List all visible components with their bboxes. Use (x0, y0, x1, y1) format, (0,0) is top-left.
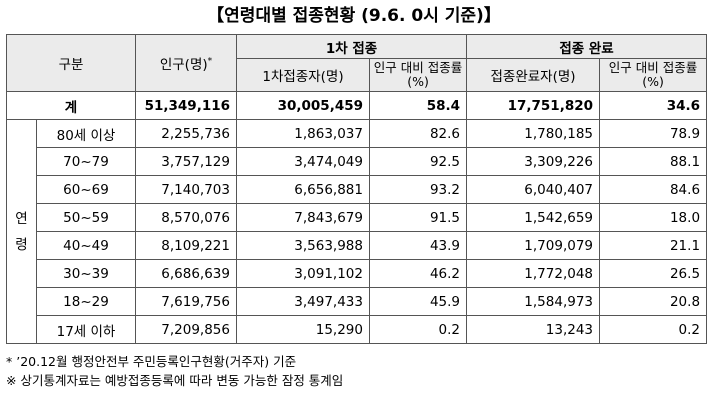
population-cell: 7,209,856 (135, 315, 237, 344)
population-cell: 6,686,639 (135, 259, 237, 288)
age-cell: 17세 이하 (36, 315, 136, 344)
complete-people-cell: 3,309,226 (466, 147, 601, 176)
population-cell: 2,255,736 (135, 119, 237, 148)
table-row: 18~29 7,619,756 3,497,433 45.9 1,584,973… (7, 287, 708, 316)
header-population: 인구(명)* (135, 34, 237, 92)
first-people-cell: 1,863,037 (236, 119, 370, 148)
age-group-label-2: 령 (15, 236, 28, 253)
footnotes: * ’20.12월 행정안전부 주민등록인구현황(거주자) 기준 ※ 상기통계자… (6, 352, 343, 390)
total-population: 51,349,116 (135, 91, 237, 120)
first-people-cell: 3,497,433 (236, 287, 370, 316)
table-row: 40~49 8,109,221 3,563,988 43.9 1,709,079… (7, 231, 708, 260)
table-row: 70~79 3,757,129 3,474,049 92.5 3,309,226… (7, 147, 708, 176)
header-first-dose-people: 1차접종자(명) (236, 58, 370, 92)
age-group-label-1: 연 (15, 210, 28, 227)
total-complete-rate: 34.6 (599, 91, 708, 120)
complete-people-cell: 1,772,048 (466, 259, 601, 288)
first-people-cell: 3,563,988 (236, 231, 370, 260)
header-complete-rate: 인구 대비 접종률(%) (599, 58, 708, 92)
population-cell: 3,757,129 (135, 147, 237, 176)
table-row: 50~59 8,570,076 7,843,679 91.5 1,542,659… (7, 203, 708, 232)
header-population-label: 인구(명) (159, 57, 208, 73)
complete-people-cell: 1,780,185 (466, 119, 601, 148)
first-people-cell: 7,843,679 (236, 203, 370, 232)
age-cell: 60~69 (36, 175, 136, 204)
first-rate-cell: 45.9 (368, 287, 468, 316)
header-category: 구분 (6, 34, 136, 92)
first-people-cell: 3,474,049 (236, 147, 370, 176)
complete-rate-cell: 0.2 (599, 315, 708, 344)
complete-rate-cell: 20.8 (599, 287, 708, 316)
complete-rate-cell: 21.1 (599, 231, 708, 260)
complete-people-cell: 1,584,973 (466, 287, 601, 316)
complete-people-cell: 6,040,407 (466, 175, 601, 204)
header-row-sub: 1차접종자(명) 인구 대비 접종률(%) 접종완료자(명) 인구 대비 접종률… (7, 58, 708, 92)
first-rate-cell: 91.5 (368, 203, 468, 232)
header-row-top: 구분 인구(명)* 1차 접종 접종 완료 (6, 34, 708, 92)
population-cell: 8,570,076 (135, 203, 237, 232)
age-cell: 70~79 (36, 147, 136, 176)
header-complete-people: 접종완료자(명) (466, 58, 601, 92)
population-cell: 7,619,756 (135, 287, 237, 316)
table-row: 17세 이하 7,209,856 15,290 0.2 13,243 0.2 (7, 315, 708, 344)
age-cell: 50~59 (36, 203, 136, 232)
complete-people-cell: 1,709,079 (466, 231, 601, 260)
total-row: 계 51,349,116 30,005,459 58.4 17,751,820 … (6, 91, 708, 120)
table-row: 60~69 7,140,703 6,656,881 93.2 6,040,407… (7, 175, 708, 204)
first-people-cell: 6,656,881 (236, 175, 370, 204)
first-people-cell: 3,091,102 (236, 259, 370, 288)
first-rate-cell: 43.9 (368, 231, 468, 260)
total-label: 계 (6, 91, 136, 120)
total-first-people: 30,005,459 (236, 91, 370, 120)
complete-rate-cell: 88.1 (599, 147, 708, 176)
population-footnote-mark: * (207, 56, 213, 67)
first-rate-cell: 82.6 (368, 119, 468, 148)
age-cell: 30~39 (36, 259, 136, 288)
first-rate-cell: 46.2 (368, 259, 468, 288)
first-people-cell: 15,290 (236, 315, 370, 344)
age-cell: 80세 이상 (36, 119, 136, 148)
age-cell: 40~49 (36, 231, 136, 260)
complete-people-cell: 13,243 (466, 315, 601, 344)
footnote-source: * ’20.12월 행정안전부 주민등록인구현황(거주자) 기준 (6, 354, 297, 369)
page-title: 【연령대별 접종현황 (9.6. 0시 기준)】 (207, 6, 501, 26)
first-rate-cell: 93.2 (368, 175, 468, 204)
table-row: 30~39 6,686,639 3,091,102 46.2 1,772,048… (7, 259, 708, 288)
total-complete-people: 17,751,820 (466, 91, 601, 120)
total-first-rate: 58.4 (368, 91, 468, 120)
complete-rate-cell: 78.9 (599, 119, 708, 148)
header-complete-group: 접종 완료 (466, 34, 708, 59)
vaccination-table: 구분 인구(명)* 1차 접종 접종 완료 1차접종자(명) 인구 대비 접종률… (6, 34, 708, 344)
complete-rate-cell: 26.5 (599, 259, 708, 288)
population-cell: 7,140,703 (135, 175, 237, 204)
first-rate-cell: 92.5 (368, 147, 468, 176)
first-rate-cell: 0.2 (368, 315, 468, 344)
complete-people-cell: 1,542,659 (466, 203, 601, 232)
age-cell: 18~29 (36, 287, 136, 316)
footnote-provisional: ※ 상기통계자료는 예방접종등록에 따라 변동 가능한 잠정 통계임 (6, 373, 344, 388)
complete-rate-cell: 18.0 (599, 203, 708, 232)
complete-rate-cell: 84.6 (599, 175, 708, 204)
population-cell: 8,109,221 (135, 231, 237, 260)
header-first-dose-group: 1차 접종 (235, 34, 468, 59)
header-first-dose-rate: 인구 대비 접종률(%) (368, 58, 468, 92)
